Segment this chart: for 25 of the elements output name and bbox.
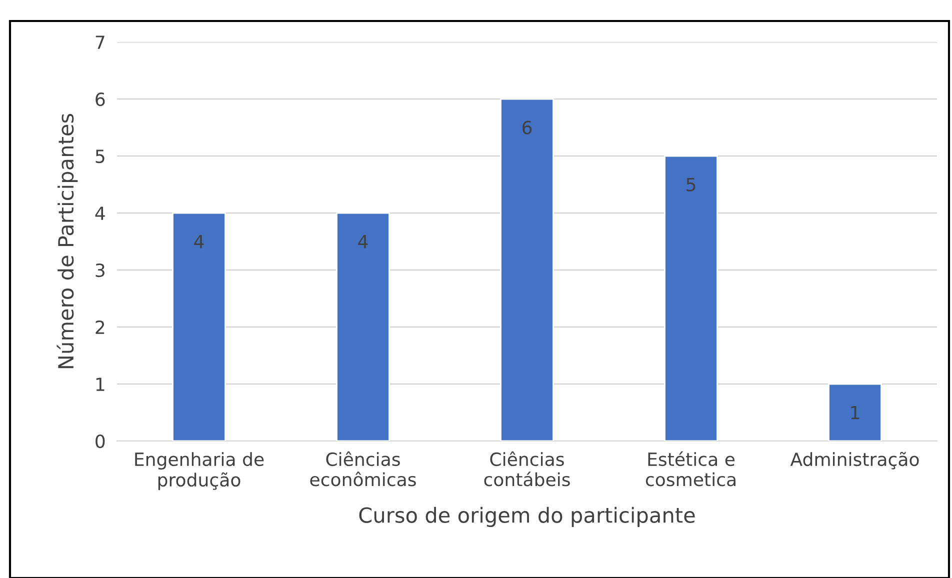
x-tick-label: Administração bbox=[790, 452, 919, 470]
y-tick-label: 5 bbox=[96, 150, 104, 164]
data-label: 4 bbox=[194, 234, 204, 248]
y-axis-title: Número de Participantes bbox=[56, 114, 78, 368]
data-label: 6 bbox=[522, 120, 532, 134]
bar bbox=[172, 212, 226, 441]
y-tick-label: 6 bbox=[96, 92, 105, 106]
y-tick-label: 1 bbox=[96, 378, 104, 391]
y-tick-label: 3 bbox=[96, 263, 104, 278]
x-tick-label: Engenharia de produção bbox=[135, 452, 264, 490]
x-tick-label: Ciências econômicas bbox=[310, 451, 416, 486]
y-tick-label: 7 bbox=[96, 36, 104, 49]
y-tick-label: 2 bbox=[96, 320, 104, 334]
x-axis-title: Curso de origem do participante bbox=[359, 506, 695, 527]
bar bbox=[828, 383, 882, 441]
data-label: 5 bbox=[686, 178, 696, 192]
data-label: 4 bbox=[358, 234, 368, 248]
bar bbox=[500, 98, 554, 441]
x-tick-label: Estética e cosmetica bbox=[646, 451, 736, 486]
y-tick-label: 4 bbox=[95, 206, 105, 220]
y-tick-label: 0 bbox=[96, 434, 105, 448]
data-label: 1 bbox=[851, 406, 860, 420]
x-tick-label: Ciências contábeis bbox=[484, 451, 570, 486]
bar bbox=[336, 212, 390, 441]
bar bbox=[664, 155, 718, 441]
